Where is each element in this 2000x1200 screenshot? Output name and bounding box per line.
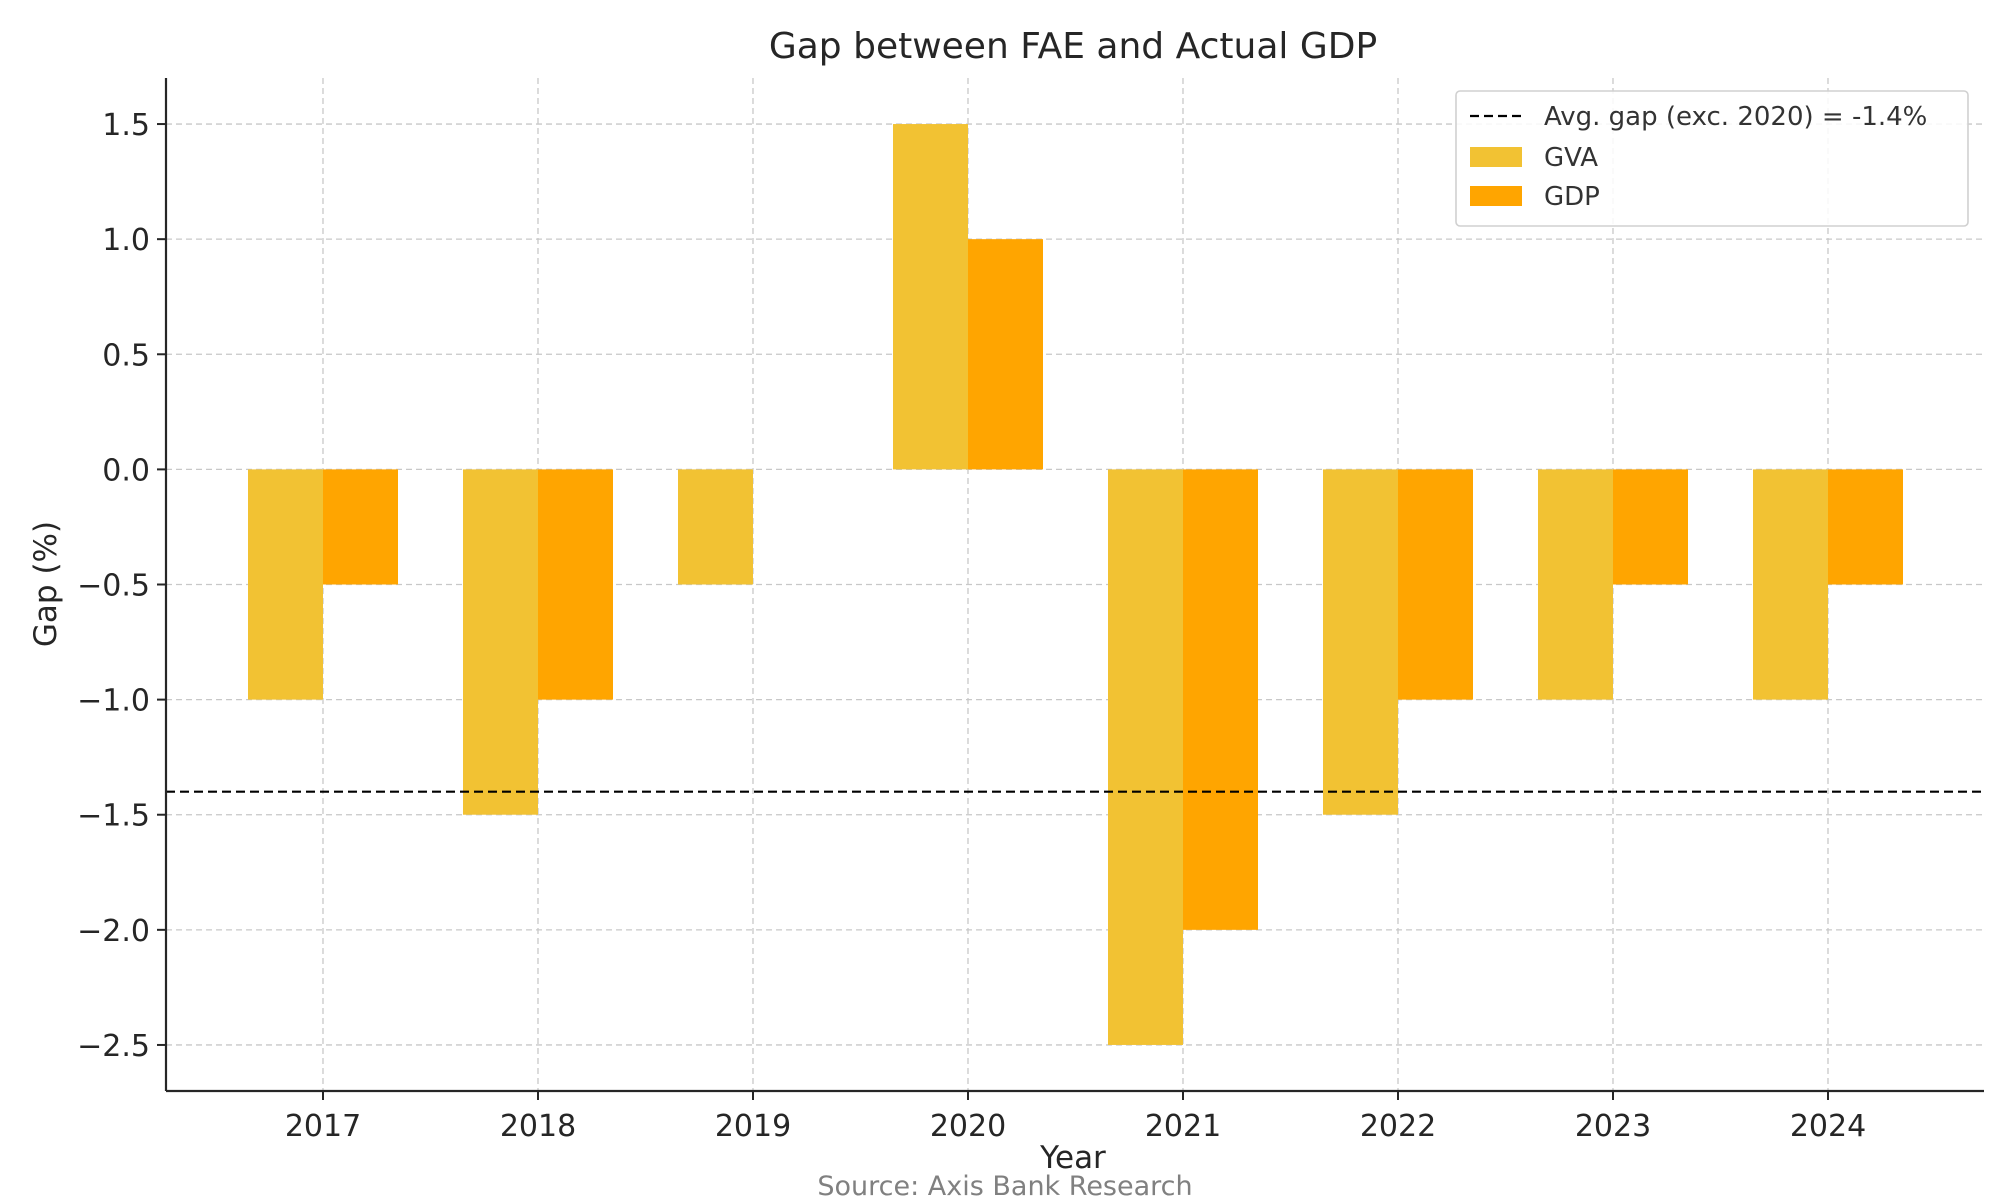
bar-gdp-2018: [538, 469, 613, 700]
legend-frame: [1455, 90, 1969, 227]
bar-gdp-2022: [1398, 469, 1473, 700]
y-tick-label: 0.5: [102, 338, 150, 373]
legend-label-reference-line: Avg. gap (exc. 2020) = -1.4%: [1544, 102, 1927, 132]
bar-gdp-2020: [968, 239, 1043, 470]
bar-layer: [248, 124, 1903, 1045]
y-axis-label: Gap (%): [28, 521, 64, 647]
x-tick-label: 2024: [1790, 1109, 1866, 1144]
x-tick-label: 2022: [1360, 1109, 1436, 1144]
y-tick-label: 1.0: [102, 223, 150, 258]
bar-gva-2021: [1108, 469, 1183, 1045]
x-tick-label: 2019: [715, 1109, 791, 1144]
bar-gva-2024: [1753, 469, 1828, 700]
x-tick-label: 2018: [500, 1109, 576, 1144]
bar-gva-2018: [463, 469, 538, 815]
legend-swatch-gdp: [1470, 186, 1522, 206]
legend-label-gdp: GDP: [1544, 182, 1600, 212]
legend: Avg. gap (exc. 2020) = -1.4% GVA GDP: [1455, 90, 1969, 227]
bar-gdp-2024: [1828, 469, 1903, 585]
bar-gdp-2017: [323, 469, 398, 585]
legend-swatch-gva: [1470, 147, 1522, 167]
bar-gva-2019: [678, 469, 753, 585]
y-tick-label: −2.0: [77, 914, 150, 949]
y-tick-label: −1.5: [77, 799, 150, 834]
chart-title: Gap between FAE and Actual GDP: [769, 26, 1377, 67]
bar-gva-2022: [1323, 469, 1398, 815]
bar-gdp-2021: [1183, 469, 1258, 930]
bar-gva-2017: [248, 469, 323, 700]
legend-label-gva: GVA: [1544, 143, 1598, 173]
bar-gva-2020: [893, 124, 968, 470]
bar-gdp-2023: [1613, 469, 1688, 585]
grid-layer: [166, 78, 1984, 1091]
bar-gva-2023: [1538, 469, 1613, 700]
y-tick-label: −1.0: [77, 684, 150, 719]
x-tick-label: 2017: [285, 1109, 361, 1144]
x-tick-label: 2020: [930, 1109, 1006, 1144]
y-tick-label: 0.0: [102, 453, 150, 488]
axis-layer: 1.5 1.0 0.5 0.0 −0.5 −1.0 −1.5 −2.0 −2.5 2017 2018…: [77, 78, 1984, 1144]
x-tick-label: 2023: [1575, 1109, 1651, 1144]
y-tick-label: −2.5: [77, 1029, 150, 1064]
y-tick-label: −0.5: [77, 569, 150, 604]
source-note: Source: Axis Bank Research: [817, 1171, 1192, 1200]
x-axis-label: Year: [1039, 1140, 1106, 1176]
y-tick-label: 1.5: [102, 108, 150, 143]
x-tick-label: 2021: [1145, 1109, 1221, 1144]
